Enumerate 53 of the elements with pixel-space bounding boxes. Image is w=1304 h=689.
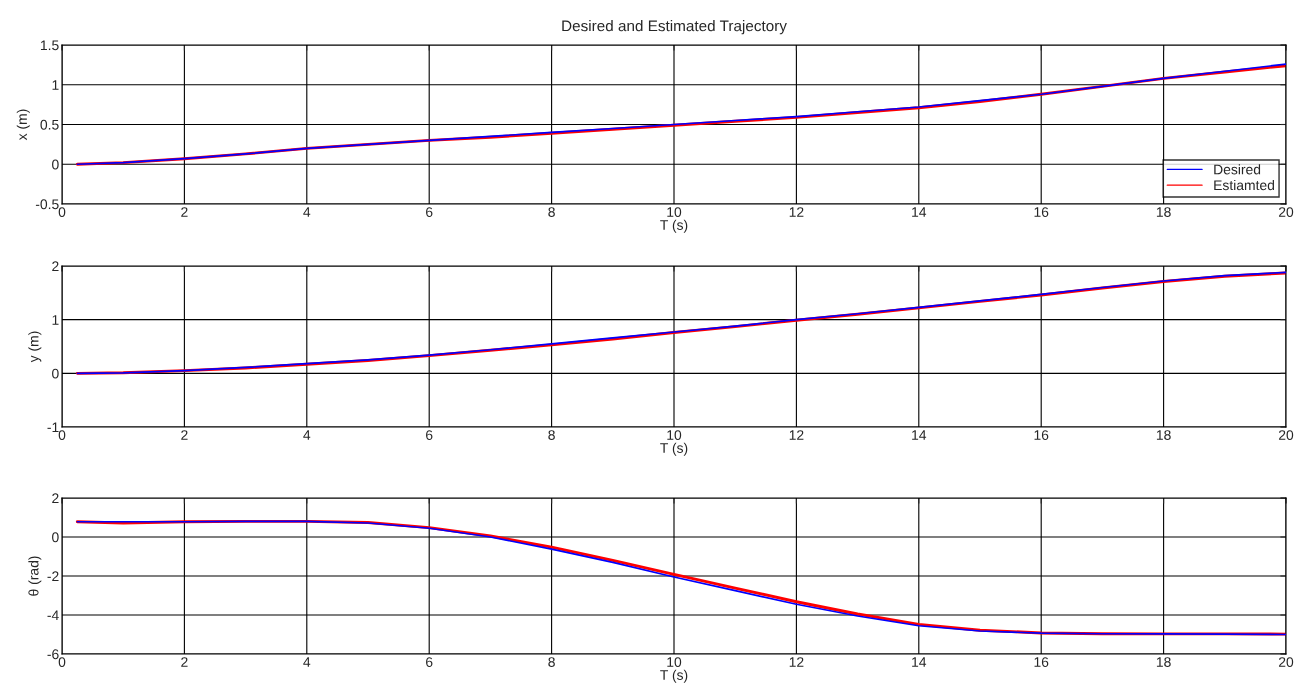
x-tick-label: 4 [303,207,311,217]
y-tick-label: 1 [52,315,59,325]
y-axis-title: θ (rad) [28,556,42,596]
x-tick-label: 16 [1034,430,1049,440]
x-tick-label: 6 [426,657,433,667]
x-tick-label: 6 [426,207,433,217]
x-axis-title: T (s) [660,669,688,683]
x-tick-label: 16 [1034,207,1049,217]
x-tick-label: 4 [303,657,311,667]
x-tick-label: 20 [1278,430,1294,440]
x-tick-label: 14 [912,430,927,440]
y-tick-label: -1 [47,422,59,433]
y-tick-label: 2 [52,493,59,504]
x-tick-label: 2 [181,207,188,217]
x-tick-label: 10 [667,657,682,667]
y-tick-label: -6 [47,649,59,660]
y-tick-label: -2 [47,571,59,582]
x-tick-label: 6 [426,430,433,440]
x-tick-label: 12 [789,430,804,440]
x-tick-label: 10 [667,207,682,217]
chart-title: Desired and Estimated Trajectory [562,20,787,35]
y-axis-title: y (m) [28,331,42,363]
x-tick-label: 14 [912,207,927,217]
x-tick-label: 10 [667,430,682,440]
x-tick-label: 2 [181,657,188,667]
y-tick-label: 1.5 [40,40,59,51]
x-tick-label: 20 [1278,657,1294,667]
y-tick-label: 2 [52,261,59,272]
y-tick-label: -4 [47,610,59,621]
x-tick-label: 8 [548,657,555,667]
x-tick-label: 16 [1034,657,1049,667]
x-tick-label: 18 [1156,430,1171,440]
x-tick-label: 18 [1156,207,1171,217]
y-tick-label: 0 [52,532,59,543]
legend-label: Desired [1214,164,1261,175]
x-axis-title: T (s) [660,219,688,233]
x-tick-label: 12 [789,657,804,667]
x-tick-label: 20 [1278,207,1294,217]
x-axis-title: T (s) [660,442,688,456]
y-tick-label: 0 [52,368,59,379]
x-tick-label: 8 [548,430,555,440]
y-axis-title: x (m) [16,109,30,141]
legend-label: Estiamted [1214,179,1274,191]
x-tick-label: 18 [1156,657,1171,667]
x-tick-label: 12 [789,207,804,217]
y-tick-label: 0.5 [40,119,59,130]
y-tick-label: 1 [52,80,59,90]
x-tick-label: 8 [548,207,555,217]
x-tick-label: 4 [303,430,311,440]
x-tick-label: 2 [181,430,188,440]
y-tick-label: -0.5 [35,199,59,210]
y-tick-label: 0 [52,159,59,170]
x-tick-label: 14 [912,657,927,667]
